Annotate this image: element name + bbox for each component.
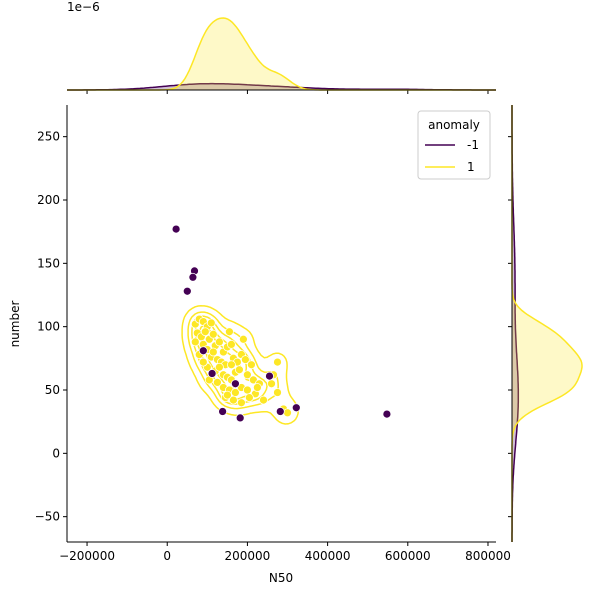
- scatter-point-anomaly-1: [225, 327, 234, 337]
- scatter-point-anomaly-minus-1: [291, 403, 301, 413]
- top-marginal-offset-text: 1e−6: [67, 0, 100, 14]
- y-axis-label: number: [8, 301, 22, 348]
- scatter-point-anomaly-minus-1: [235, 413, 245, 423]
- top-kde-fill-1: [67, 18, 496, 90]
- y-tick-label: 150: [37, 256, 60, 270]
- y-tick-label: 200: [37, 193, 60, 207]
- scatter-point-anomaly-1: [245, 393, 254, 402]
- scatter-point-anomaly-1: [215, 337, 224, 347]
- legend-title: anomaly: [428, 118, 480, 132]
- right-marginal-kde: [508, 105, 583, 542]
- scatter-point-anomaly-minus-1: [275, 407, 285, 416]
- x-tick-label: 400000: [305, 549, 351, 563]
- scatter-point-anomaly-1: [239, 334, 248, 344]
- scatter-point-anomaly-minus-1: [182, 286, 192, 296]
- scatter-point-anomaly-1: [253, 383, 262, 392]
- scatter-point-anomaly-1: [215, 362, 224, 372]
- scatter-point-anomaly-1: [235, 365, 244, 375]
- scatter-point-anomaly-1: [200, 327, 210, 337]
- y-tick-label: 100: [37, 320, 60, 334]
- legend-label-1: 1: [467, 160, 475, 174]
- scatter-point-anomaly-1: [273, 357, 282, 367]
- scatter-point-anomaly-minus-1: [265, 371, 274, 381]
- scatter-point-anomaly-1: [241, 355, 250, 364]
- x-tick-label: 200000: [225, 549, 271, 563]
- y-tick-label: 0: [52, 446, 60, 460]
- scatter-point-anomaly-1: [227, 360, 236, 370]
- scatter-point-anomaly-1: [227, 340, 236, 349]
- scatter-point-anomaly-1: [243, 385, 252, 395]
- scatter-point-anomaly-1: [229, 395, 238, 405]
- scatter-point-anomaly-1: [213, 378, 222, 387]
- scatter-point-anomaly-minus-1: [218, 407, 227, 416]
- scatter-point-anomaly-minus-1: [207, 369, 217, 378]
- scatter-point-anomaly-minus-1: [171, 224, 181, 234]
- scatter-point-anomaly-1: [273, 388, 282, 397]
- scatter-point-anomaly-minus-1: [198, 346, 208, 356]
- scatter-point-anomaly-1: [259, 395, 268, 405]
- y-tick-label: 250: [37, 130, 60, 144]
- scatter-point-anomaly-1: [208, 347, 218, 357]
- scatter-point-anomaly-1: [206, 318, 216, 328]
- x-tick-label: 0: [163, 549, 171, 563]
- main-plot-area: −200000 0 200000 400000 600000 800000 −50 0 50 10…: [35, 105, 511, 563]
- x-tick-label: 800000: [465, 549, 511, 563]
- scatter-point-anomaly-1: [208, 329, 218, 339]
- y-tick-label: −50: [35, 510, 60, 524]
- scatter-point-anomaly-1: [283, 408, 292, 418]
- legend: anomaly -1 1: [417, 110, 491, 180]
- scatter-point-anomaly-1: [243, 370, 252, 380]
- scatter-point-anomaly-1: [198, 357, 208, 367]
- x-tick-label: −200000: [59, 549, 115, 563]
- legend-label-minus-1: -1: [467, 138, 479, 152]
- scatter-point-anomaly-1: [223, 390, 232, 400]
- scatter-point-anomaly-minus-1: [231, 379, 240, 389]
- y-tick-label: 50: [45, 383, 60, 397]
- scatter-point-anomaly-1: [190, 337, 200, 347]
- x-axis-label: N50: [269, 571, 293, 585]
- scatter-point-anomaly-minus-1: [382, 409, 392, 419]
- scatter-point-anomaly-1: [237, 398, 246, 408]
- right-kde-fill-1: [512, 105, 582, 542]
- x-tick-label: 600000: [385, 549, 431, 563]
- scatter-point-anomaly-minus-1: [188, 272, 198, 282]
- scatter-point-anomaly-1: [247, 360, 256, 370]
- scatter-point-anomaly-1: [267, 379, 276, 389]
- top-marginal-kde: [67, 17, 496, 94]
- kde-contour-level-1: [187, 311, 288, 413]
